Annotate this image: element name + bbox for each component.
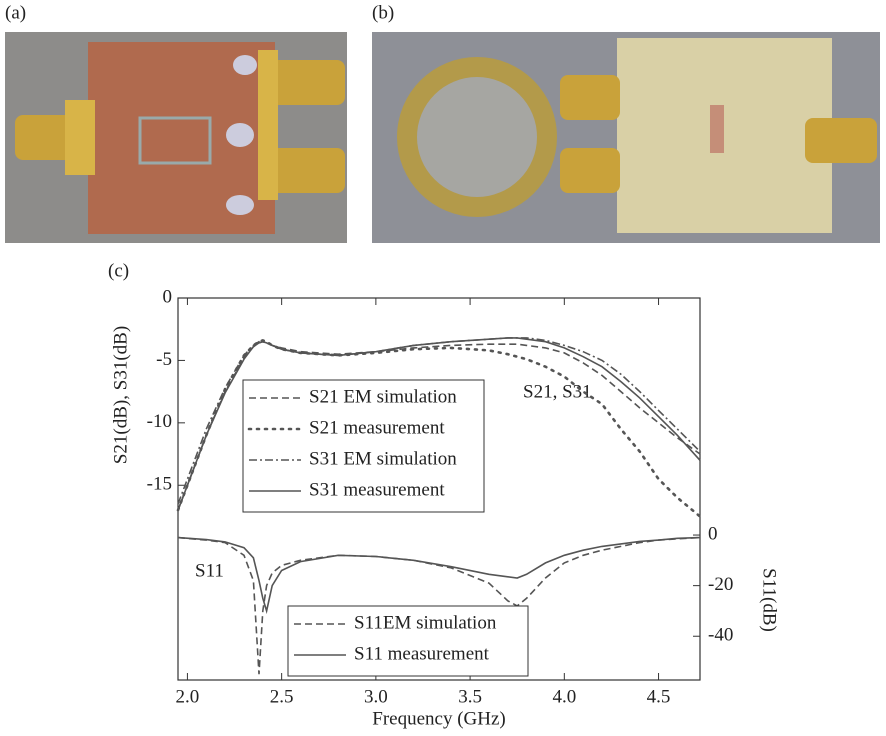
panel-label: (b) <box>372 2 394 23</box>
legend-label: S31 EM simulation <box>309 448 457 469</box>
x-tick-label: 3.5 <box>458 686 482 707</box>
legend-label: S11EM simulation <box>354 612 497 633</box>
x-tick-label: 4.5 <box>647 686 671 707</box>
y2-tick-label: -20 <box>708 574 733 595</box>
legend-label: S11 measurement <box>354 643 490 664</box>
y2-axis-label: S11(dB) <box>759 568 780 632</box>
legend-label: S21 EM simulation <box>309 386 457 407</box>
series-line <box>178 538 700 611</box>
photo-a <box>5 32 347 243</box>
x-tick-label: 4.0 <box>552 686 576 707</box>
panel-label: (c) <box>108 260 129 281</box>
y-tick-label: 0 <box>163 286 173 307</box>
y-axis-label: S21(dB), S31(dB) <box>110 326 131 464</box>
legend-label: S21 measurement <box>309 417 445 438</box>
y2-tick-label: -40 <box>708 625 733 646</box>
annotation: S21, S31 <box>523 381 592 402</box>
y-tick-label: -5 <box>156 349 172 370</box>
annotation: S11 <box>195 560 224 581</box>
y-tick-label: -15 <box>147 474 172 495</box>
x-tick-label: 2.0 <box>176 686 200 707</box>
x-axis-label: Frequency (GHz) <box>372 708 505 729</box>
y2-tick-label: 0 <box>708 523 718 544</box>
x-tick-label: 3.0 <box>364 686 388 707</box>
figure: (a) (b) (c) Frequency (GHz) S21(dB), S31… <box>0 0 886 736</box>
panel-label: (a) <box>5 2 26 23</box>
photo-b <box>372 32 880 243</box>
legend-label: S31 measurement <box>309 479 445 500</box>
y-tick-label: -10 <box>147 411 172 432</box>
x-tick-label: 2.5 <box>270 686 294 707</box>
